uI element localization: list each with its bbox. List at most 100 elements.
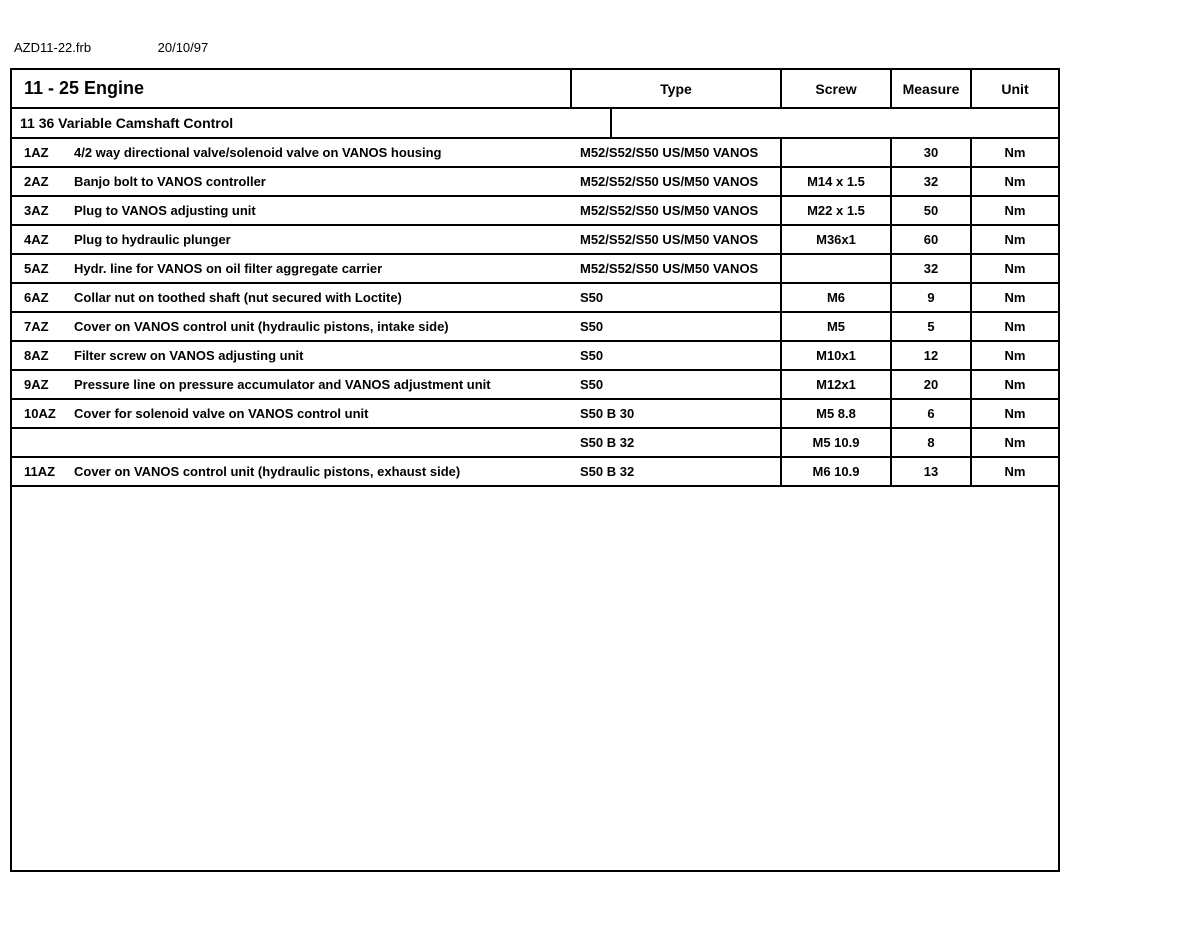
row-screw: M6 10.9 (782, 458, 892, 485)
row-screw: M36x1 (782, 226, 892, 253)
row-measure: 30 (892, 139, 972, 166)
row-screw: M10x1 (782, 342, 892, 369)
row-unit: Nm (972, 400, 1058, 427)
table-row: 2AZBanjo bolt to VANOS controllerM52/S52… (12, 168, 1058, 197)
row-type: S50 B 30 (572, 400, 782, 427)
row-type: M52/S52/S50 US/M50 VANOS (572, 255, 782, 282)
row-unit: Nm (972, 313, 1058, 340)
row-code: 4AZ (12, 226, 66, 253)
row-measure: 13 (892, 458, 972, 485)
row-description: Banjo bolt to VANOS controller (66, 168, 572, 195)
table-row: 4AZPlug to hydraulic plungerM52/S52/S50 … (12, 226, 1058, 255)
row-code: 8AZ (12, 342, 66, 369)
table-row: 3AZPlug to VANOS adjusting unitM52/S52/S… (12, 197, 1058, 226)
row-code (12, 437, 66, 449)
table-body: 1AZ4/2 way directional valve/solenoid va… (12, 139, 1058, 487)
subheader-blank (612, 109, 1058, 137)
row-type: M52/S52/S50 US/M50 VANOS (572, 168, 782, 195)
row-measure: 32 (892, 255, 972, 282)
row-left: 6AZCollar nut on toothed shaft (nut secu… (12, 284, 572, 311)
row-code: 1AZ (12, 139, 66, 166)
row-left: 10AZCover for solenoid valve on VANOS co… (12, 400, 572, 427)
header-measure: Measure (892, 70, 972, 107)
header-screw: Screw (782, 70, 892, 107)
table-row: 9AZPressure line on pressure accumulator… (12, 371, 1058, 400)
row-code: 9AZ (12, 371, 66, 398)
row-left: 9AZPressure line on pressure accumulator… (12, 371, 572, 398)
row-unit: Nm (972, 139, 1058, 166)
row-type: S50 (572, 342, 782, 369)
row-unit: Nm (972, 168, 1058, 195)
table-row: 1AZ4/2 way directional valve/solenoid va… (12, 139, 1058, 168)
row-type: M52/S52/S50 US/M50 VANOS (572, 139, 782, 166)
table-row: 11AZCover on VANOS control unit (hydraul… (12, 458, 1058, 487)
table-row: 5AZHydr. line for VANOS on oil filter ag… (12, 255, 1058, 284)
header-type: Type (572, 70, 782, 107)
row-type: S50 (572, 371, 782, 398)
row-unit: Nm (972, 197, 1058, 224)
row-measure: 5 (892, 313, 972, 340)
row-description: Collar nut on toothed shaft (nut secured… (66, 284, 572, 311)
row-type: S50 (572, 313, 782, 340)
row-measure: 8 (892, 429, 972, 456)
row-unit: Nm (972, 255, 1058, 282)
row-code: 11AZ (12, 458, 66, 485)
row-measure: 20 (892, 371, 972, 398)
row-left: 5AZHydr. line for VANOS on oil filter ag… (12, 255, 572, 282)
row-description: Filter screw on VANOS adjusting unit (66, 342, 572, 369)
table-header-row: 11 - 25 Engine Type Screw Measure Unit (12, 70, 1058, 109)
table-row: 10AZCover for solenoid valve on VANOS co… (12, 400, 1058, 429)
row-unit: Nm (972, 458, 1058, 485)
row-code: 3AZ (12, 197, 66, 224)
row-description: Plug to VANOS adjusting unit (66, 197, 572, 224)
table-row: 8AZFilter screw on VANOS adjusting unitS… (12, 342, 1058, 371)
table-row: 6AZCollar nut on toothed shaft (nut secu… (12, 284, 1058, 313)
table-row: 7AZCover on VANOS control unit (hydrauli… (12, 313, 1058, 342)
document-page: AZD11-22.frb 20/10/97 11 - 25 Engine Typ… (0, 0, 1200, 927)
row-left: 1AZ4/2 way directional valve/solenoid va… (12, 139, 572, 166)
row-measure: 9 (892, 284, 972, 311)
row-screw (782, 139, 892, 166)
row-left: 7AZCover on VANOS control unit (hydrauli… (12, 313, 572, 340)
row-left: 4AZPlug to hydraulic plunger (12, 226, 572, 253)
table-subheader-row: 11 36 Variable Camshaft Control (12, 109, 1058, 139)
row-description: Pressure line on pressure accumulator an… (66, 371, 572, 398)
row-code: 5AZ (12, 255, 66, 282)
row-screw: M5 10.9 (782, 429, 892, 456)
row-left: 2AZBanjo bolt to VANOS controller (12, 168, 572, 195)
row-type: S50 B 32 (572, 458, 782, 485)
row-measure: 32 (892, 168, 972, 195)
torque-table: 11 - 25 Engine Type Screw Measure Unit 1… (10, 68, 1060, 872)
header-title: 11 - 25 Engine (12, 70, 572, 107)
document-meta: AZD11-22.frb 20/10/97 (14, 40, 208, 55)
row-screw: M22 x 1.5 (782, 197, 892, 224)
row-unit: Nm (972, 226, 1058, 253)
row-screw: M12x1 (782, 371, 892, 398)
row-screw: M5 (782, 313, 892, 340)
meta-date: 20/10/97 (158, 40, 209, 55)
row-unit: Nm (972, 342, 1058, 369)
row-description (66, 437, 572, 449)
meta-filename: AZD11-22.frb (14, 40, 154, 55)
row-description: Plug to hydraulic plunger (66, 226, 572, 253)
row-screw: M14 x 1.5 (782, 168, 892, 195)
row-screw: M6 (782, 284, 892, 311)
row-description: Cover on VANOS control unit (hydraulic p… (66, 458, 572, 485)
row-type: M52/S52/S50 US/M50 VANOS (572, 197, 782, 224)
row-type: M52/S52/S50 US/M50 VANOS (572, 226, 782, 253)
header-unit: Unit (972, 70, 1058, 107)
subheader-title: 11 36 Variable Camshaft Control (12, 109, 612, 137)
row-unit: Nm (972, 371, 1058, 398)
row-measure: 6 (892, 400, 972, 427)
row-screw (782, 255, 892, 282)
table-row: S50 B 32M5 10.98Nm (12, 429, 1058, 458)
row-code: 6AZ (12, 284, 66, 311)
row-unit: Nm (972, 429, 1058, 456)
row-screw: M5 8.8 (782, 400, 892, 427)
row-type: S50 B 32 (572, 429, 782, 456)
row-description: Cover for solenoid valve on VANOS contro… (66, 400, 572, 427)
row-code: 10AZ (12, 400, 66, 427)
row-left: 11AZCover on VANOS control unit (hydraul… (12, 458, 572, 485)
row-measure: 50 (892, 197, 972, 224)
row-code: 7AZ (12, 313, 66, 340)
